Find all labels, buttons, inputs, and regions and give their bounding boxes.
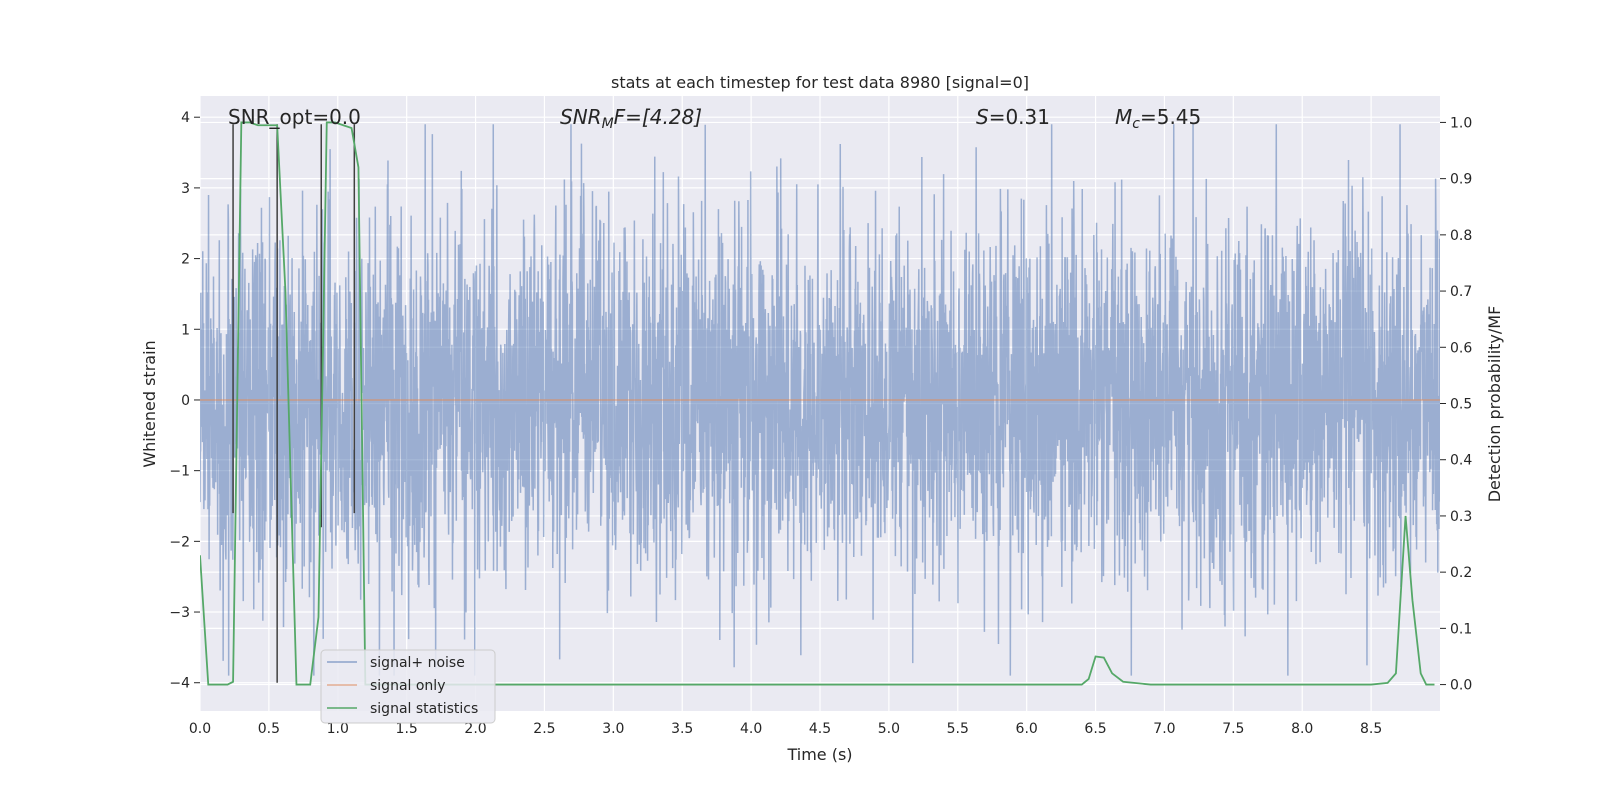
annotation-snr-opt: SNR_opt=0.0 [228,105,361,129]
x-axis-ticks: 0.0 0.5 1.0 1.5 2.0 2.5 3.0 3.5 4.0 4.5 5.0 5.5 6.0 6… [189,721,1382,737]
y-tick-label: −4 [169,676,190,692]
annotation-mc: Mc=5.45 [1115,105,1201,132]
legend-label-signal: signal only [370,678,445,694]
annotation-snr-mf-value: F=[4.28] [614,105,702,129]
x-tick-label: 5.5 [947,721,969,737]
x-axis-label: Time (s) [786,745,852,764]
x-tick-label: 2.0 [464,721,486,737]
x-tick-label: 6.0 [1016,721,1038,737]
chart-title: stats at each timestep for test data 898… [611,73,1029,92]
legend: signal+ noise signal only signal statist… [320,649,496,724]
annotation-s-value: =0.31 [989,105,1050,129]
annotation-s-symbol: S [976,105,989,129]
legend-label-noise: signal+ noise [370,655,465,671]
y-right-tick-label: 0.1 [1450,621,1472,637]
y-right-tick-label: 1.0 [1450,115,1472,131]
x-tick-label: 4.5 [809,721,831,737]
y-tick-label: 3 [181,181,190,197]
y-tick-label: −2 [169,534,190,550]
y-right-tick-label: 0.9 [1450,172,1472,188]
x-tick-label: 6.5 [1084,721,1106,737]
x-tick-label: 3.0 [602,721,624,737]
x-tick-label: 7.5 [1222,721,1244,737]
y-right-tick-label: 0.4 [1450,453,1472,469]
legend-label-stats: signal statistics [370,701,478,717]
y-tick-label: 4 [181,110,190,126]
annotation-mc-subscript: c [1132,116,1140,132]
x-tick-label: 7.0 [1153,721,1175,737]
y-tick-label: 2 [181,252,190,268]
y-right-tick-label: 0.8 [1450,228,1472,244]
y-tick-label: −1 [169,464,190,480]
y-right-tick-label: 0.2 [1450,565,1472,581]
x-tick-label: 0.0 [189,721,211,737]
annotation-mc-value: =5.45 [1140,105,1201,129]
annotation-snr-mf-subscript: M [602,116,614,132]
annotation-s: S=0.31 [976,105,1050,129]
y-right-tick-label: 0.7 [1450,284,1472,300]
x-tick-label: 8.0 [1291,721,1313,737]
y-right-tick-label: 0.3 [1450,509,1472,525]
x-tick-label: 4.0 [740,721,762,737]
y-axis-ticks: −4 −3 −2 −1 0 1 2 3 4 [169,110,200,692]
line-signal-plus-noise [200,124,1440,676]
annotation-snr-mf: SNRMF=[4.28] [560,105,702,132]
series-signal-plus-noise [200,124,1440,676]
x-tick-label: 1.5 [396,721,418,737]
y-tick-label: 0 [181,393,190,409]
y-right-tick-label: 0.5 [1450,397,1472,413]
y-axis-label: Whitened strain [140,340,159,467]
y-tick-label: −3 [169,605,190,621]
x-tick-label: 1.0 [327,721,349,737]
x-tick-label: 0.5 [258,721,280,737]
x-tick-label: 5.0 [878,721,900,737]
y-right-tick-label: 0.0 [1450,678,1472,694]
y-right-tick-label: 0.6 [1450,340,1472,356]
legend-box [320,649,496,724]
annotation-snr-mf-symbol: SNR [560,105,602,129]
y-tick-label: 1 [181,322,190,338]
y-right-axis-label: Detection probability/MF [1485,306,1504,503]
x-tick-label: 8.5 [1360,721,1382,737]
x-tick-label: 3.5 [671,721,693,737]
x-tick-label: 2.5 [533,721,555,737]
annotation-mc-symbol: M [1115,105,1132,129]
y-right-axis-ticks: 0.0 0.1 0.2 0.3 0.4 0.5 0.6 0.7 0.8 0.9 1.0 [1440,115,1472,694]
